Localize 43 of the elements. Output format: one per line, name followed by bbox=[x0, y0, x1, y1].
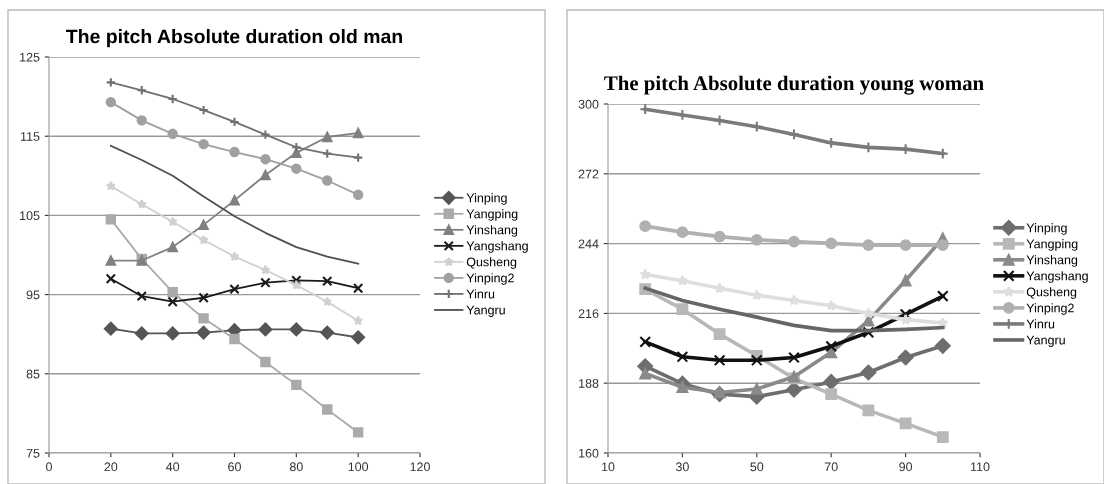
y-tick-label: 115 bbox=[20, 132, 40, 141]
x-tick-label: 120 bbox=[410, 462, 430, 472]
x-tick-label: 90 bbox=[899, 462, 913, 472]
y-tick-label: 125 bbox=[20, 52, 40, 62]
legend-label: Yinping2 bbox=[1026, 303, 1074, 315]
legend-label: Yinshang bbox=[1026, 255, 1078, 267]
x-tick-label: 50 bbox=[750, 462, 764, 472]
y-tick-label: 160 bbox=[579, 448, 599, 458]
legend-label: Yangshang bbox=[466, 241, 528, 253]
y-tick-label: 188 bbox=[579, 379, 599, 388]
x-tick-label: 60 bbox=[228, 462, 241, 472]
legend-label: Yinping2 bbox=[466, 273, 514, 285]
legend-label: Yinru bbox=[1026, 319, 1055, 329]
legend-label: Qusheng bbox=[466, 257, 517, 269]
chart-title: The pitch Absolute duration old man bbox=[66, 29, 402, 48]
x-tick-label: 20 bbox=[104, 462, 118, 472]
legend-label: Yinping bbox=[466, 193, 507, 205]
legend-label: Yangru bbox=[1026, 335, 1065, 347]
y-tick-label: 75 bbox=[26, 448, 40, 458]
legend-label: Yangshang bbox=[1026, 271, 1088, 283]
x-tick-label: 10 bbox=[602, 462, 615, 472]
y-tick-label: 105 bbox=[20, 211, 40, 221]
x-tick-label: 70 bbox=[824, 462, 838, 472]
x-tick-label: 110 bbox=[970, 462, 990, 472]
y-tick-label: 85 bbox=[26, 369, 40, 379]
legend-label: Yangping bbox=[1026, 239, 1078, 251]
x-tick-label: 80 bbox=[289, 462, 303, 472]
y-tick-label: 95 bbox=[26, 290, 40, 300]
x-tick-label: 100 bbox=[348, 462, 369, 472]
legend-label: Qusheng bbox=[1026, 287, 1077, 299]
legend-label: Yangru bbox=[466, 305, 505, 317]
legend-label: Yinshang bbox=[466, 225, 518, 237]
x-tick-label: 0 bbox=[46, 462, 52, 472]
legend-label: Yinru bbox=[466, 289, 495, 299]
y-tick-label: 244 bbox=[578, 239, 599, 249]
legend-label: Yinping bbox=[1026, 223, 1067, 235]
x-tick-label: 40 bbox=[166, 462, 180, 472]
y-tick-label: 300 bbox=[578, 99, 599, 109]
chart-title: The pitch Absolute duration young woman bbox=[604, 75, 984, 95]
x-tick-label: 30 bbox=[675, 462, 689, 472]
legend-label: Yangping bbox=[466, 209, 518, 221]
y-tick-label: 272 bbox=[578, 169, 599, 179]
y-tick-label: 216 bbox=[578, 309, 599, 319]
